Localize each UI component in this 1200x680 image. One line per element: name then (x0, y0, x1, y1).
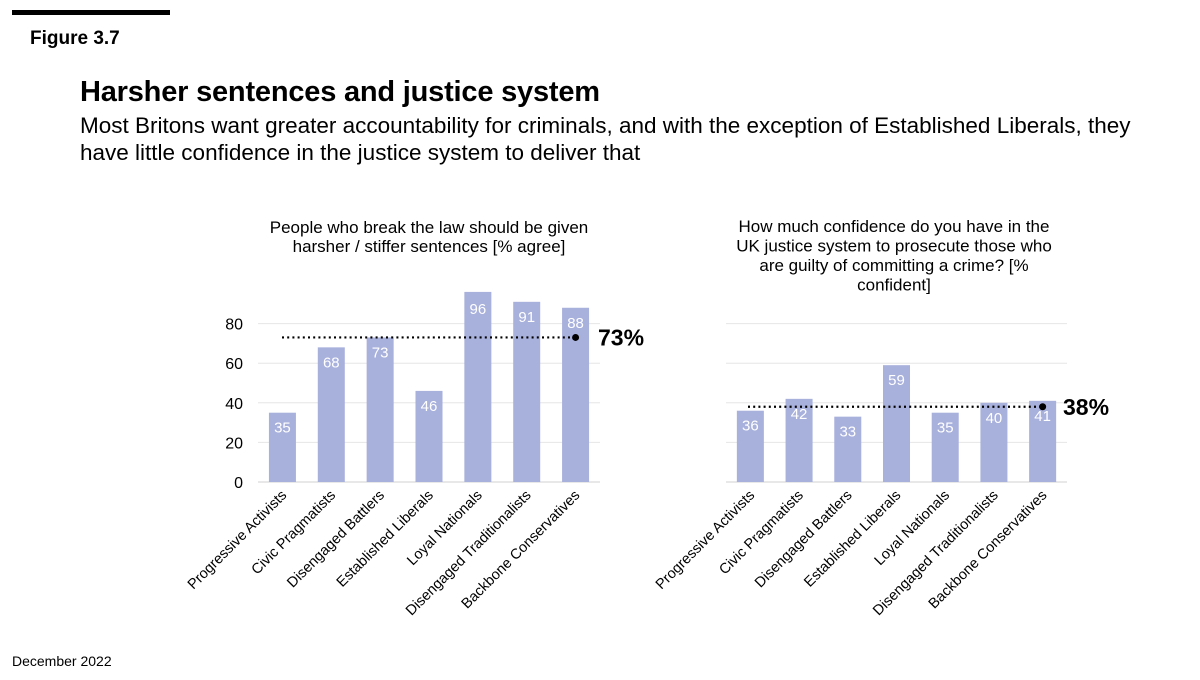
chart-title-line: People who break the law should be given (270, 218, 589, 237)
y-tick-label: 80 (225, 317, 243, 334)
data-label: 42 (791, 406, 808, 423)
chart-title-line: confident] (857, 276, 931, 295)
top-accent-bar (12, 10, 170, 15)
bar (883, 365, 910, 482)
category-tick-label: Civic Pragmatists (716, 488, 807, 579)
bar (834, 416, 862, 482)
chart-title-line: are guilty of committing a crime? [% (759, 256, 1028, 275)
data-label: 73 (372, 344, 389, 361)
y-tick-label: 60 (225, 356, 243, 373)
data-label: 40 (986, 410, 1003, 427)
average-label: 38% (1063, 394, 1109, 420)
data-label: 59 (888, 372, 905, 389)
data-label: 68 (323, 354, 340, 371)
bar (785, 398, 813, 482)
bar (1029, 400, 1057, 482)
page-subtitle: Most Britons want greater accountability… (80, 113, 1131, 165)
average-marker (1039, 403, 1047, 411)
data-label: 36 (742, 418, 759, 435)
chart-title-line: How much confidence do you have in the (739, 217, 1050, 236)
data-label: 88 (567, 315, 584, 332)
data-label: 35 (274, 420, 291, 437)
data-label: 46 (421, 398, 438, 415)
page-title: Harsher sentences and justice system (80, 76, 600, 108)
data-label: 33 (839, 424, 856, 441)
data-label: 96 (470, 301, 487, 318)
bar (980, 402, 1008, 482)
bar (268, 412, 296, 482)
y-tick-label: 0 (234, 475, 243, 492)
average-marker (572, 333, 580, 341)
figure-label: Figure 3.7 (30, 28, 120, 49)
y-tick-label: 40 (225, 396, 243, 413)
chart-title-line: harsher / stiffer sentences [% agree] (293, 237, 566, 256)
bar (366, 337, 394, 482)
bar (464, 291, 492, 482)
y-tick-label: 20 (225, 435, 243, 452)
data-label: 41 (1034, 408, 1051, 425)
bar (415, 390, 443, 482)
bar (931, 412, 959, 482)
chart-title-line: UK justice system to prosecute those who (736, 237, 1052, 256)
average-label: 73% (598, 324, 644, 350)
bar (513, 301, 541, 482)
footer-date: December 2022 (12, 653, 112, 669)
data-label: 35 (937, 420, 954, 437)
data-label: 91 (518, 309, 535, 326)
bar (736, 410, 764, 482)
bar (317, 347, 345, 482)
